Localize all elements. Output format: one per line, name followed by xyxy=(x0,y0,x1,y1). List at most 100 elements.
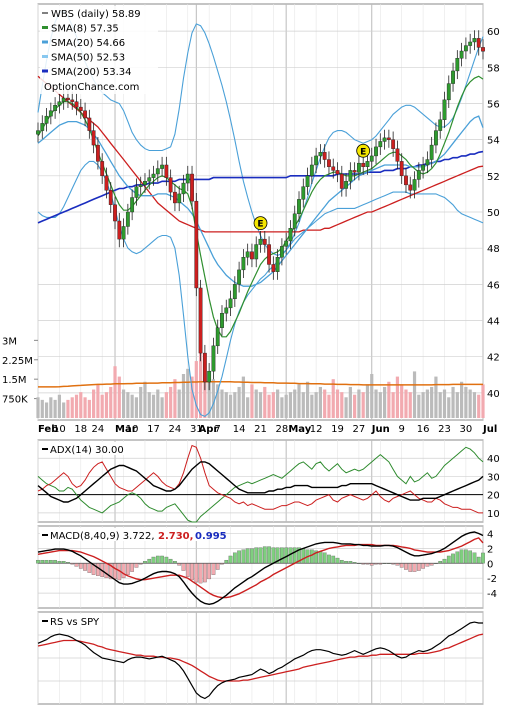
volume-bar xyxy=(455,392,459,418)
candle-body xyxy=(228,298,233,309)
volume-bar xyxy=(468,389,472,418)
volume-bar xyxy=(194,361,198,418)
volume-bar xyxy=(447,397,451,418)
candle-body xyxy=(361,162,366,167)
candle-body xyxy=(292,213,297,229)
candle-body xyxy=(125,211,130,227)
volume-bar xyxy=(113,366,117,418)
watermark: OptionChance.com xyxy=(44,82,139,93)
macd-tick-label: -4 xyxy=(487,589,497,600)
volume-bar xyxy=(83,397,87,418)
candle-body xyxy=(382,137,387,142)
macd-histogram-bar xyxy=(408,563,413,572)
volume-bar xyxy=(143,381,147,418)
macd-histogram-bar xyxy=(121,563,126,579)
volume-bar xyxy=(344,397,348,418)
volume-bar xyxy=(258,392,263,418)
adx-tick-label: 10 xyxy=(487,509,500,520)
macd-histogram-bar xyxy=(271,547,276,564)
candle-body xyxy=(211,345,216,372)
macd-histogram-bar xyxy=(241,549,246,564)
macd-histogram-bar xyxy=(78,563,83,569)
candle-body xyxy=(481,47,485,52)
macd-tick-label: 0 xyxy=(487,559,493,570)
macd-histogram-bar xyxy=(404,563,408,570)
volume-bar xyxy=(117,376,121,418)
macd-histogram-bar xyxy=(87,563,92,573)
volume-bar xyxy=(335,389,340,418)
price-tick-label: 48 xyxy=(487,244,500,255)
macd-histogram-bar xyxy=(74,563,79,567)
candle-body xyxy=(198,287,203,354)
macd-histogram-bar xyxy=(258,547,263,564)
volume-bar xyxy=(340,392,344,418)
volume-tick-label: 2.25M xyxy=(2,356,33,367)
candle-body xyxy=(117,220,122,240)
rs-average-line xyxy=(37,633,484,682)
volume-bar xyxy=(442,389,447,418)
x-tick-label: 31 xyxy=(190,424,203,435)
candle-body xyxy=(155,168,160,175)
legend-entry: SMA(200) 53.34 xyxy=(51,67,132,78)
volume-tick-label: 1.5M xyxy=(2,375,27,386)
volume-bar xyxy=(70,397,74,418)
volume-bar xyxy=(134,397,139,418)
candle-body xyxy=(147,177,152,182)
macd-histogram-bar xyxy=(155,555,160,564)
candle-body xyxy=(181,182,186,195)
x-tick-label: 10 xyxy=(53,424,66,435)
x-tick-label: Apr xyxy=(198,424,218,435)
macd-histogram-bar xyxy=(160,555,164,564)
volume-bar xyxy=(246,397,250,418)
x-tick-label: 17 xyxy=(147,424,160,435)
candle-body xyxy=(215,327,220,347)
candle-body xyxy=(344,181,348,189)
volume-bar xyxy=(365,384,370,418)
x-tick-label: 10 xyxy=(126,424,139,435)
candle-body xyxy=(305,175,310,187)
candle-body xyxy=(258,238,263,245)
volume-bar xyxy=(228,394,233,418)
candle-body xyxy=(438,119,443,131)
volume-bar xyxy=(280,397,284,418)
macd-histogram-bar xyxy=(181,563,186,571)
volume-bar xyxy=(147,392,151,418)
macd-histogram-bar xyxy=(262,546,267,564)
adx-tick-label: 40 xyxy=(487,454,500,465)
macd-tick-label: -2 xyxy=(487,574,497,585)
macd-histogram-bar xyxy=(280,547,284,564)
candle-body xyxy=(138,184,143,187)
candle-body xyxy=(365,161,370,167)
macd-histogram-bar xyxy=(421,563,425,569)
adx-label: ADX(14) 30.00 xyxy=(50,445,124,456)
macd-histogram-bar xyxy=(83,563,87,571)
volume-bar xyxy=(156,389,160,418)
sma20-line xyxy=(37,115,484,287)
volume-bar xyxy=(190,376,194,418)
volume-bar xyxy=(430,386,434,418)
volume-bar xyxy=(160,397,164,418)
macd-histogram-bar xyxy=(224,559,229,564)
macd-histogram-bar xyxy=(339,559,344,564)
volume-bar xyxy=(62,402,66,418)
candle-body xyxy=(74,101,79,108)
x-tick-label: 21 xyxy=(254,424,267,435)
volume-bar xyxy=(288,392,293,418)
volume-bar xyxy=(126,392,130,418)
volume-bar xyxy=(310,394,314,418)
candle-body xyxy=(408,184,413,191)
candle-body xyxy=(369,155,374,162)
volume-bar xyxy=(387,381,391,418)
volume-bar xyxy=(96,384,100,418)
rs-line xyxy=(37,621,483,700)
candle-body xyxy=(237,269,242,285)
volume-bar xyxy=(434,376,438,418)
volume-bar xyxy=(139,386,143,418)
candle-body xyxy=(207,370,212,383)
volume-bar xyxy=(74,394,79,418)
candle-body xyxy=(314,155,319,166)
candle-body xyxy=(309,164,314,177)
volume-bar xyxy=(40,399,44,418)
volume-bar xyxy=(109,386,113,418)
macd-label: MACD(8,40,9) 3.722, xyxy=(50,531,155,542)
